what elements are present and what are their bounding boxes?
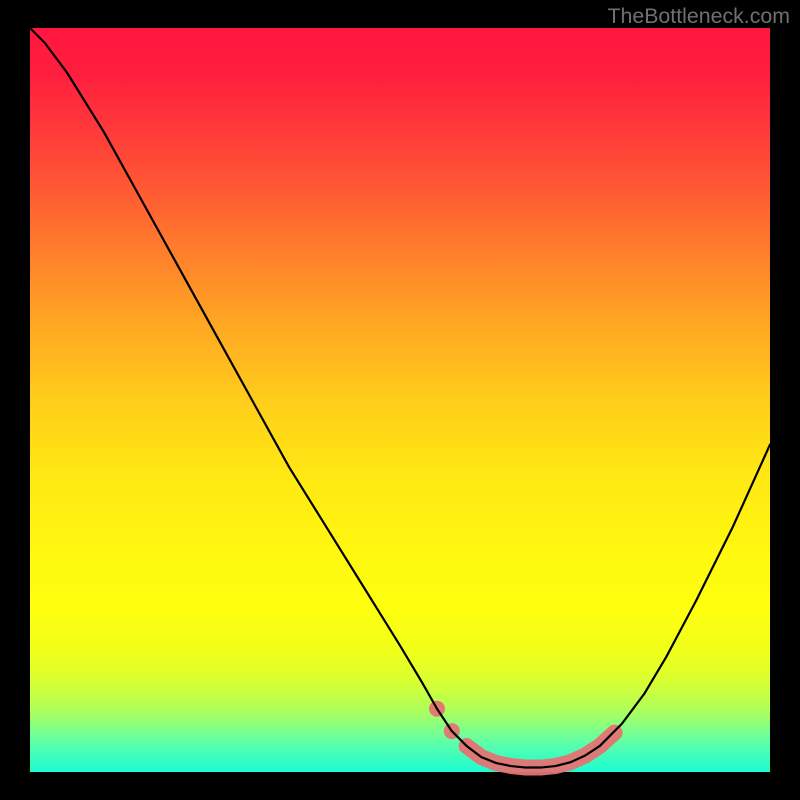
chart-container — [0, 0, 800, 800]
watermark-text: TheBottleneck.com — [607, 4, 790, 29]
plot-background — [30, 28, 770, 772]
chart-svg — [0, 0, 800, 800]
